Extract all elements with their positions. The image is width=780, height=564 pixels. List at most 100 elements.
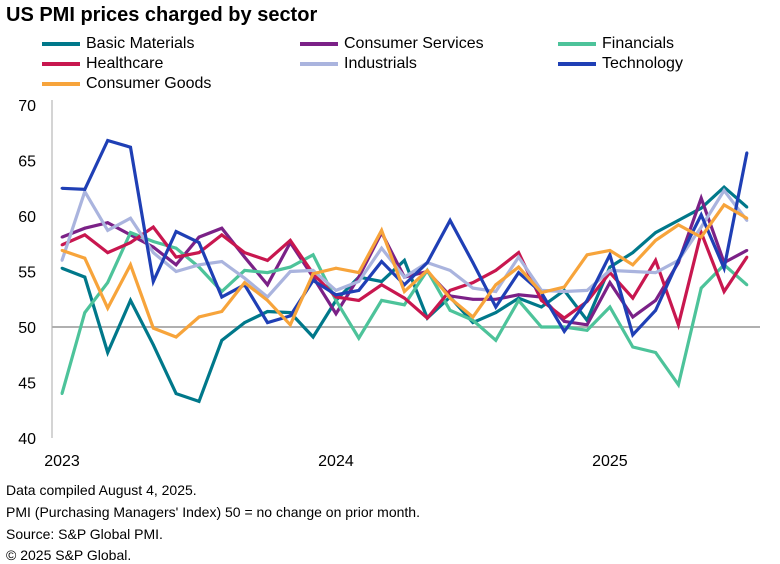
data-point [562,316,566,320]
data-point [220,226,224,230]
data-point [243,281,247,284]
data-point [380,298,384,302]
data-point [83,256,87,260]
x-tick-label: 2024 [318,453,354,470]
data-point [631,296,635,300]
data-point [471,281,475,284]
data-point [288,239,292,242]
data-point [129,241,132,245]
data-point [699,286,703,290]
data-point [106,139,110,142]
data-point [494,290,498,293]
data-point [243,251,247,255]
y-tick-label: 65 [18,154,36,171]
data-point [83,275,87,279]
data-point [585,323,589,327]
data-point [562,330,566,333]
data-point [745,219,749,222]
data-point [197,263,201,267]
data-point [654,259,657,262]
legend-swatch [558,42,596,46]
data-point [106,351,110,354]
data-point [334,312,338,316]
data-point [517,265,520,269]
data-point [311,272,315,276]
data-point [722,185,726,189]
data-point [448,296,452,300]
data-point [654,298,657,302]
data-point [562,285,566,289]
data-point [654,308,657,312]
data-point [266,271,269,275]
data-point [220,338,224,342]
data-point [540,298,543,302]
data-point [677,323,680,327]
legend-label: Industrials [344,55,417,72]
data-point [448,219,452,222]
data-point [60,249,64,252]
legend-item: Healthcare [42,55,163,73]
data-point [722,189,726,192]
data-point [654,351,657,354]
data-point [608,305,612,309]
data-point [403,259,406,262]
data-point [494,338,498,342]
data-point [425,261,429,265]
data-point [517,255,520,259]
data-point [288,314,292,318]
data-point [174,270,178,273]
chart-title: US PMI prices charged by sector [6,4,318,26]
legend-swatch [300,62,338,66]
y-tick-label: 40 [18,431,36,448]
data-point [197,315,201,319]
legend-item: Basic Materials [42,35,194,53]
data-point [60,235,64,239]
data-point [448,308,452,312]
data-point [334,298,338,302]
data-point [608,268,612,272]
data-point [288,265,292,269]
data-point [357,298,361,302]
data-point [471,297,475,301]
data-point [380,260,384,263]
data-point [129,263,132,267]
data-point [699,196,703,200]
data-point [448,288,452,292]
data-point [151,280,155,283]
data-point [631,345,635,349]
data-point [174,392,178,395]
data-point [745,255,749,259]
y-tick-label: 45 [18,376,36,393]
legend-label: Consumer Goods [86,75,212,92]
note-copyright: © 2025 S&P Global. [6,547,132,563]
legend-swatch [42,82,80,86]
series-line-basic-materials [61,184,748,404]
data-point [585,328,589,332]
data-point [540,291,543,294]
data-point [745,151,749,155]
data-point [494,268,498,272]
data-point [654,231,657,235]
legend-label: Consumer Services [344,35,484,52]
data-point [174,263,178,267]
data-point [266,321,269,324]
data-point [334,288,338,292]
data-point [517,298,520,302]
data-point [266,298,269,302]
data-point [471,261,475,265]
data-point [106,221,110,225]
data-point [266,283,269,287]
data-point [608,281,612,284]
data-point [220,310,224,313]
legend-item: Consumer Services [300,35,484,53]
legend-label: Basic Materials [86,35,195,52]
data-point [243,276,247,280]
data-point [60,392,64,395]
data-point [151,251,155,255]
data-point [129,145,132,149]
data-point [585,288,589,292]
data-point [403,296,406,300]
data-point [631,251,635,255]
data-point [722,266,726,270]
